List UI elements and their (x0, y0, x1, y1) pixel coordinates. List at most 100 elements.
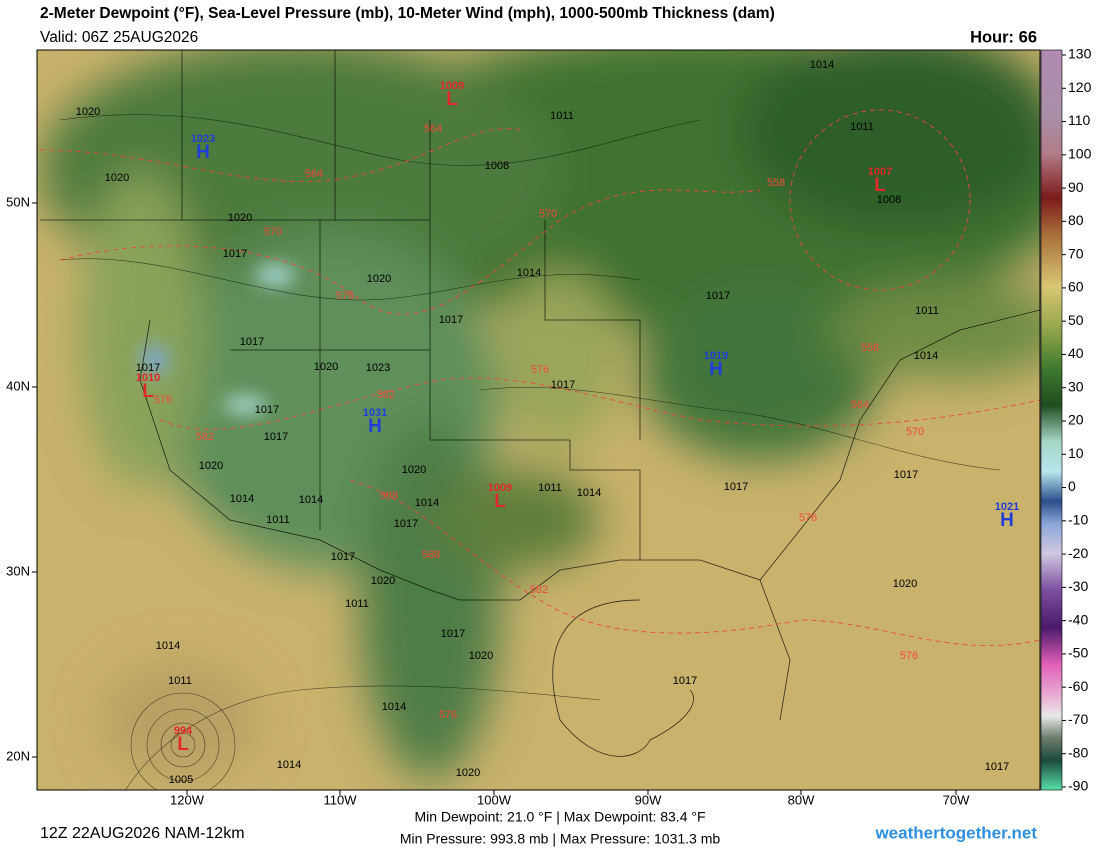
isobar-label: 1017 (706, 290, 730, 302)
isobar-label: 1011 (850, 121, 874, 133)
colorbar-label: 10 (1068, 445, 1084, 461)
pressure-letter: L (874, 175, 886, 196)
isobar-label: 1014 (156, 640, 180, 652)
valid-time: Valid: 06Z 25AUG2026 (40, 29, 198, 46)
thickness-label: 558 (861, 342, 879, 354)
isobar-label: 1020 (402, 464, 426, 476)
model-run: 12Z 22AUG2026 NAM-12km (40, 825, 245, 842)
colorbar-label: 120 (1068, 79, 1092, 95)
colorbar-label: 70 (1068, 245, 1084, 261)
colorbar-label: -50 (1068, 645, 1088, 661)
isobar-label: 1014 (577, 487, 601, 499)
isobar-label: 1017 (673, 675, 697, 687)
colorbar-label: 90 (1068, 179, 1084, 195)
isobar-label: 1020 (893, 578, 917, 590)
isobar-label: 1020 (367, 273, 391, 285)
thickness-label: 570 (539, 208, 557, 220)
thickness-label: 576 (154, 394, 172, 406)
isobar-label: 1011 (168, 675, 192, 687)
thickness-label: 564 (305, 168, 323, 180)
pressure-value: 1019 (704, 350, 728, 362)
pressure-letter: H (196, 142, 210, 163)
pressure-letter: L (177, 734, 189, 755)
isobar-label: 1020 (371, 575, 395, 587)
pressure-value: 994 (174, 725, 193, 737)
isobar-label: 1017 (223, 248, 247, 260)
lon-label: 70W (943, 792, 970, 807)
lon-label: 110W (324, 792, 358, 807)
pressure-range: Min Pressure: 993.8 mb | Max Pressure: 1… (400, 831, 721, 847)
isobar-label: 1020 (199, 460, 223, 472)
isobar-label: 1014 (277, 759, 301, 771)
isobar-label: 1014 (299, 494, 323, 506)
colorbar-label: 60 (1068, 279, 1084, 295)
isobar-label: 1011 (345, 598, 369, 610)
thickness-label: 576 (900, 650, 918, 662)
thickness-label: 582 (196, 431, 214, 443)
thickness-label: 570 (906, 426, 924, 438)
colorbar-label: 80 (1068, 212, 1084, 228)
pressure-letter: H (368, 416, 382, 437)
lon-label: 80W (788, 792, 815, 807)
isobar-label: 1017 (331, 551, 355, 563)
isobar-label: 1011 (550, 110, 574, 122)
lon-label: 120W (170, 792, 205, 807)
thickness-label: 564 (424, 123, 442, 135)
thickness-label: 564 (851, 399, 869, 411)
colorbar-label: 50 (1068, 312, 1084, 328)
lat-label: 30N (6, 563, 30, 578)
colorbar-label: 110 (1068, 112, 1091, 128)
thickness-label: 558 (767, 177, 785, 189)
map-background (37, 50, 1040, 790)
lat-label: 20N (6, 748, 30, 763)
pressure-letter: H (709, 359, 723, 380)
thickness-label: 582 (530, 584, 548, 596)
isobar-label: 1017 (724, 481, 748, 493)
thickness-label: 582 (377, 389, 395, 401)
isobar-label: 1008 (485, 160, 509, 172)
lon-label: 100W (477, 792, 512, 807)
colorbar-label: -30 (1068, 578, 1088, 594)
isobar-label: 1014 (517, 267, 541, 279)
forecast-hour: Hour: 66 (970, 28, 1037, 46)
colorbar-label: 40 (1068, 345, 1084, 361)
isobar-label: 1017 (441, 628, 465, 640)
isobar-label: 1020 (228, 212, 252, 224)
isobar-label: 1011 (266, 514, 290, 526)
isobar-label: 1023 (366, 362, 390, 374)
colorbar-label: -20 (1068, 545, 1088, 561)
isobar-label: 1017 (255, 404, 279, 416)
map-frame (36, 49, 1041, 791)
isobar-label: 1017 (264, 431, 288, 443)
thickness-label: 588 (422, 549, 440, 561)
isobar-label: 1017 (439, 314, 463, 326)
colorbar-label: 0 (1068, 478, 1076, 494)
isobar-label: 1020 (76, 106, 100, 118)
colorbar-label: -40 (1068, 611, 1088, 627)
isobar-label: 1020 (314, 361, 338, 373)
colorbar-label: -90 (1068, 778, 1088, 794)
colorbar-label: 30 (1068, 378, 1084, 394)
pressure-letter: L (494, 491, 506, 512)
isobar-label: 1020 (105, 172, 129, 184)
isobar-label: 1014 (810, 59, 834, 71)
dewpoint-range: Min Dewpoint: 21.0 °F | Max Dewpoint: 83… (414, 809, 705, 825)
isobar-label: 1017 (894, 469, 918, 481)
isobar-label: 1017 (394, 518, 418, 530)
pressure-value: 1031 (363, 407, 387, 419)
colorbar-label: 20 (1068, 412, 1084, 428)
pressure-letter: L (446, 89, 458, 110)
pressure-value: 1007 (868, 166, 892, 178)
pressure-value: 1009 (488, 482, 512, 494)
thickness-label: 570 (264, 226, 282, 238)
isobar-label: 1014 (415, 497, 439, 509)
isobar-label: 1014 (914, 350, 938, 362)
pressure-value: 1009 (440, 80, 464, 92)
isobar-label: 1014 (382, 701, 406, 713)
isobar-label: 1014 (230, 493, 254, 505)
lon-label: 90W (635, 792, 662, 807)
isobar-label: 1017 (985, 761, 1009, 773)
pressure-value: 1010 (136, 372, 160, 384)
colorbar-label: 100 (1068, 146, 1092, 162)
thickness-label: 576 (799, 512, 817, 524)
